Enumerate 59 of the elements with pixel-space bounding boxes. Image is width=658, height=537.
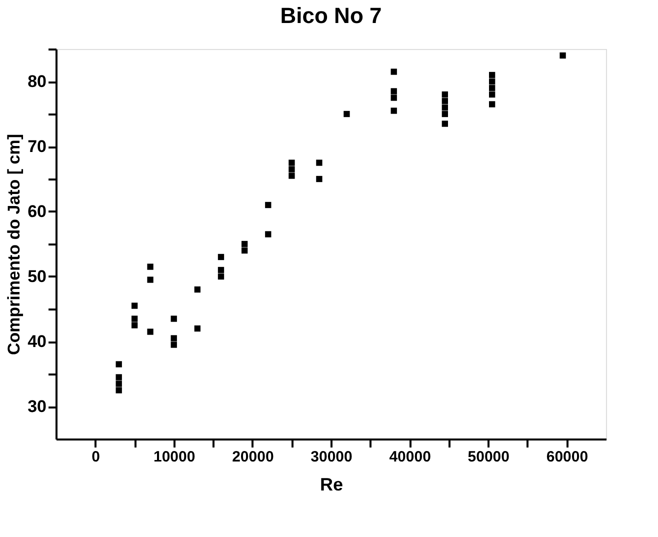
x-axis-title: Re — [320, 474, 344, 494]
point — [390, 108, 397, 114]
point — [488, 72, 496, 78]
x-tick-label: 40000 — [389, 448, 431, 466]
point — [218, 266, 224, 274]
point — [218, 254, 224, 260]
point — [288, 166, 295, 172]
point — [147, 264, 154, 270]
point — [390, 88, 397, 94]
point — [488, 91, 496, 98]
point — [390, 68, 397, 75]
point — [316, 160, 322, 166]
point — [194, 325, 201, 332]
point — [344, 110, 350, 118]
point — [442, 104, 448, 111]
chart-title: Bico No 7 — [280, 3, 382, 28]
point — [147, 276, 154, 283]
point — [288, 160, 295, 166]
x-tick-label: 20000 — [232, 448, 274, 466]
x-tick-label: 30000 — [310, 448, 352, 466]
y-tick-label: 50 — [28, 267, 46, 286]
x-tick-label: 60000 — [546, 448, 588, 466]
y-tick-label: 60 — [28, 202, 46, 221]
point — [147, 328, 154, 335]
point — [488, 84, 496, 92]
point — [131, 316, 138, 322]
point — [560, 52, 566, 59]
point — [442, 91, 448, 98]
y-tick-label: 40 — [28, 332, 46, 351]
point — [194, 286, 201, 293]
y-axis-title: Comprimento do Jato [ cm] — [4, 134, 24, 356]
point — [170, 316, 177, 322]
point — [442, 98, 448, 104]
point — [442, 120, 448, 127]
point — [116, 380, 122, 387]
point — [131, 302, 138, 309]
point — [488, 101, 496, 108]
point — [265, 231, 272, 238]
point — [170, 342, 177, 348]
point — [116, 361, 122, 368]
x-tick-label: 50000 — [468, 448, 510, 466]
point — [116, 387, 122, 394]
point — [488, 78, 496, 85]
point — [116, 374, 122, 380]
y-tick-label: 70 — [28, 137, 46, 156]
point — [316, 176, 322, 182]
point — [241, 247, 248, 254]
x-tick-label: 0 — [92, 448, 100, 466]
point — [170, 335, 177, 342]
point — [265, 202, 272, 208]
point — [131, 322, 138, 328]
y-tick-label: 80 — [28, 72, 46, 91]
point — [442, 110, 448, 118]
point — [218, 273, 224, 280]
x-tick-label: 10000 — [154, 448, 196, 466]
point — [288, 172, 295, 179]
y-tick-label: 30 — [28, 397, 46, 416]
point — [241, 240, 248, 248]
point — [390, 94, 397, 101]
